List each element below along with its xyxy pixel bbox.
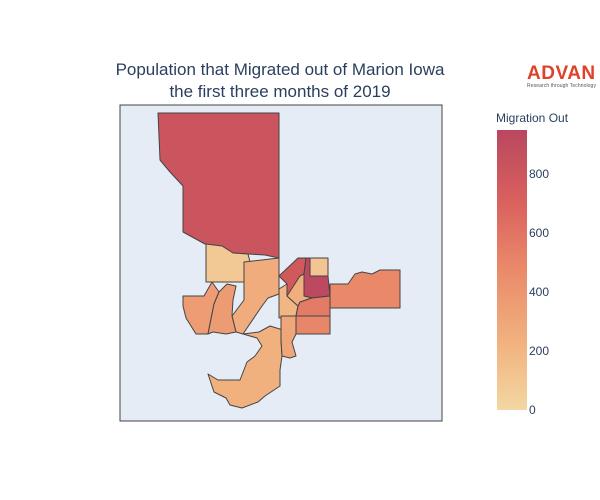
chart-title: Population that Migrated out of Marion I… bbox=[60, 59, 500, 103]
region-west-inner[interactable] bbox=[207, 283, 237, 335]
title-line-1: Population that Migrated out of Marion I… bbox=[115, 60, 445, 79]
region-east-strip[interactable] bbox=[329, 269, 401, 309]
region-center-north-b[interactable] bbox=[309, 257, 329, 277]
region-center-south[interactable] bbox=[295, 315, 331, 335]
colorbar bbox=[497, 130, 527, 410]
colorbar-title: Migration Out bbox=[496, 111, 569, 125]
title-line-2: the first three months of 2019 bbox=[169, 82, 391, 101]
colorbar-tick: 800 bbox=[529, 167, 550, 182]
advan-logo: ADVAN Research through Technology bbox=[527, 64, 597, 90]
colorbar-tick: 0 bbox=[529, 403, 536, 417]
colorbar-tick: 400 bbox=[529, 285, 550, 300]
colorbar-tick: 600 bbox=[529, 226, 550, 241]
region-south-small[interactable] bbox=[280, 315, 297, 359]
colorbar-tick: 200 bbox=[529, 344, 550, 359]
logo-word: ADVAN bbox=[527, 63, 596, 84]
logo-tagline: Research through Technology bbox=[527, 83, 597, 89]
